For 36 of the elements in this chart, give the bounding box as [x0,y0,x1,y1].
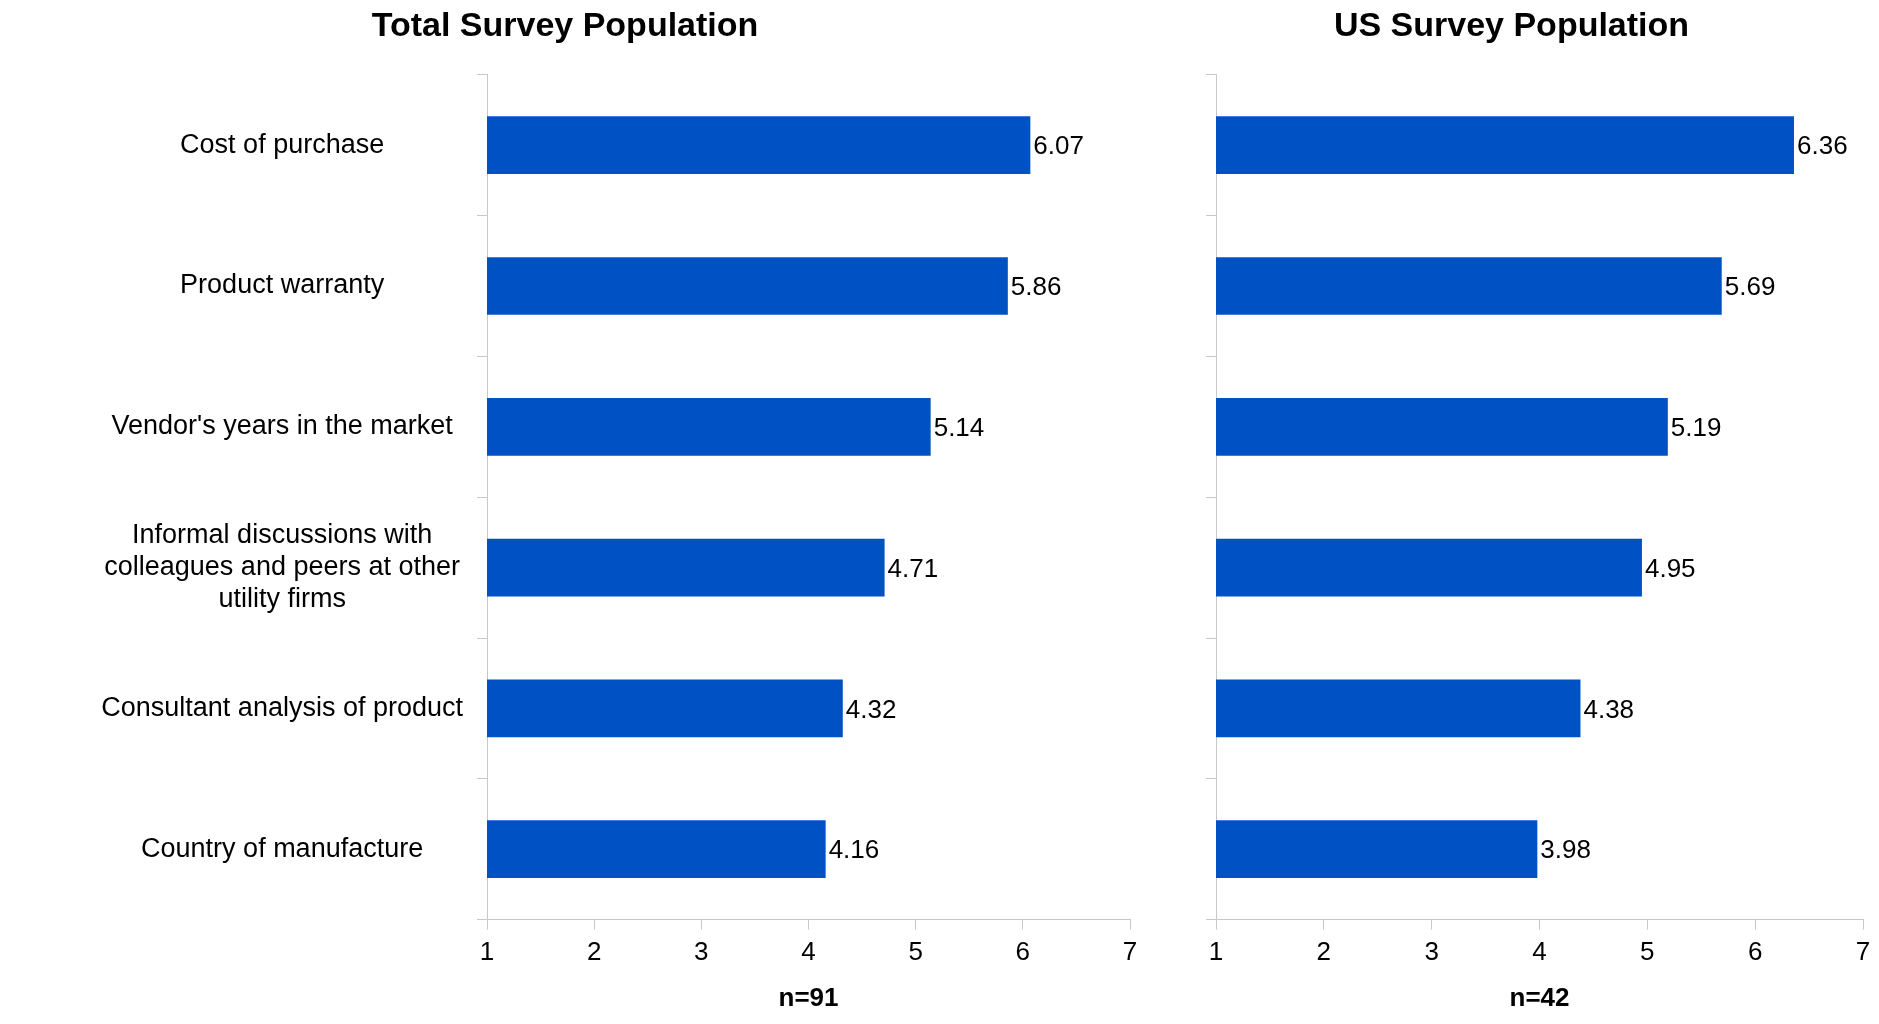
data-label: 5.86 [1010,271,1062,302]
chart-title: Total Survey Population [371,4,759,43]
y-tick-label: Consultant analysis of product [101,691,464,722]
x-tick-label: 4 [1532,936,1547,967]
x-tick-label: 5 [908,936,923,967]
x-tick-label: 5 [1640,936,1655,967]
y-tick-label: Informal discussions with colleagues and peers at other utility firms [104,518,461,614]
y-tick-label: Cost of purchase [180,128,385,159]
data-label: 5.19 [1670,411,1722,442]
x-tick-label: 1 [479,936,495,967]
x-tick-label: 3 [694,936,709,967]
data-label: 4.95 [1644,552,1696,583]
x-tick-label: 6 [1747,936,1763,967]
data-label: 3.98 [1540,834,1591,865]
data-label: 4.38 [1583,693,1635,724]
data-label: 6.36 [1796,130,1848,161]
x-axis-title: n=42 [1509,981,1570,1012]
data-label: 5.69 [1724,271,1776,302]
x-tick-label: 2 [1316,936,1332,967]
y-tick-label: Vendor's years in the market [111,410,454,441]
x-tick-label: 4 [801,936,816,967]
data-label: 4.32 [845,693,897,724]
x-tick-label: 3 [1424,936,1439,967]
data-label: 5.14 [933,411,985,442]
chart-title: US Survey Population [1333,4,1690,43]
data-label: 4.71 [887,552,939,583]
data-label: 6.07 [1033,130,1084,161]
y-tick-label: Country of manufacture [141,832,424,863]
x-axis-title: n=91 [778,981,839,1012]
x-tick-label: 6 [1015,936,1031,967]
x-tick-label: 1 [1208,936,1224,967]
data-label: 4.16 [828,834,880,865]
x-tick-label: 2 [586,936,602,967]
y-tick-label: Product warranty [180,269,385,300]
x-tick-label: 7 [1122,936,1138,967]
x-tick-label: 7 [1855,936,1871,967]
